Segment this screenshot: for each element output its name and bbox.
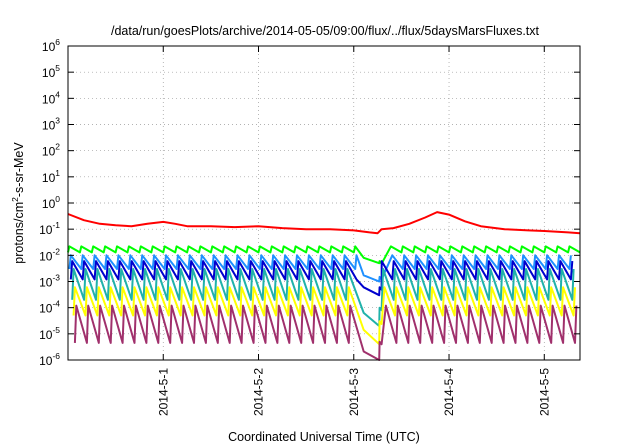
chart-title: /data/run/goesPlots/archive/2014-05-05/0… (111, 24, 540, 38)
x-tick-label: 2014-5-4 (442, 368, 456, 416)
y-tick-label: 10-4 (39, 299, 60, 316)
series-line (67, 245, 581, 265)
y-tick-label: 104 (42, 89, 60, 106)
y-tick-label: 106 (42, 37, 60, 54)
y-tick-label: 100 (42, 194, 60, 211)
x-tick-label: 2014-5-5 (537, 368, 551, 416)
series-line (72, 286, 576, 346)
x-axis-label: Coordinated Universal Time (UTC) (228, 430, 420, 444)
y-axis-label: protons/cm2-s-sr-MeV (10, 142, 26, 264)
y-tick-label: 102 (42, 142, 60, 159)
y-tick-label: 101 (42, 168, 60, 185)
y-axis: 10-6 10-5 10-4 10-3 10-2 10-1 100 101 102 103 104 1… (39, 37, 580, 368)
series-line (67, 211, 581, 235)
series-line (68, 254, 572, 283)
x-tick-label: 2014-5-2 (252, 368, 266, 416)
y-tick-label: 10-2 (39, 246, 60, 263)
x-axis: 2014-5-1 2014-5-2 2014-5-3 2014-5-4 2014-5-5 (156, 46, 551, 416)
x-tick-label: 2014-5-3 (347, 368, 361, 416)
y-tick-label: 10-1 (39, 220, 60, 237)
y-tick-label: 10-6 (39, 351, 60, 368)
series-line (69, 260, 574, 297)
series-line (73, 304, 578, 361)
y-tick-label: 10-5 (39, 325, 60, 342)
series-group (67, 211, 581, 361)
series-line (71, 268, 575, 327)
y-tick-label: 10-3 (39, 273, 60, 290)
x-tick-label: 2014-5-1 (156, 368, 170, 416)
y-tick-label: 103 (42, 116, 60, 133)
y-tick-label: 105 (42, 63, 60, 80)
